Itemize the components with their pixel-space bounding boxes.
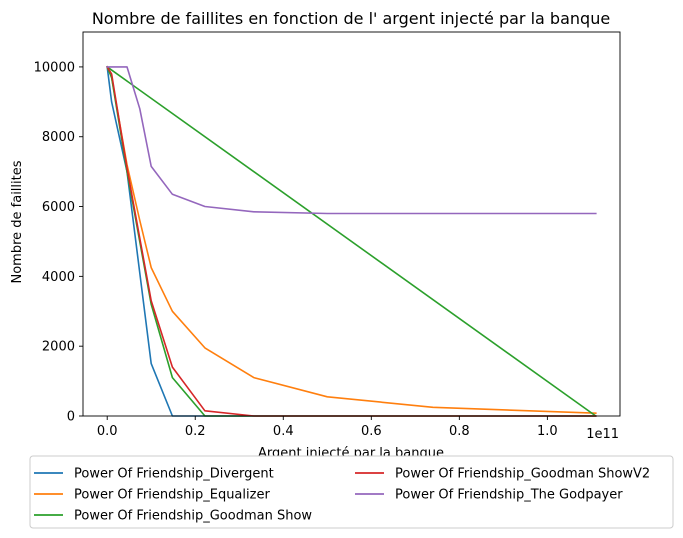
x-tick-label: 1.0 <box>537 424 558 439</box>
legend-box <box>29 455 674 529</box>
chart-title: Nombre de faillites en fonction de l' ar… <box>92 9 610 28</box>
y-tick-label: 2000 <box>42 340 75 355</box>
series-line-4 <box>106 65 597 417</box>
series-line-5 <box>106 66 597 215</box>
legend-label-3: Power Of Friendship_Goodman Show <box>74 509 312 524</box>
x-tick-label: 0.2 <box>185 424 206 439</box>
x-tick-label: 0.8 <box>449 424 470 439</box>
y-tick-label: 0 <box>67 410 75 425</box>
x-axis-offset-text: 1e11 <box>586 427 619 442</box>
y-tick-label: 4000 <box>42 270 75 285</box>
y-tick-label: 8000 <box>42 130 75 145</box>
x-tick-label: 0.6 <box>361 424 382 439</box>
y-tick-label: 10000 <box>34 60 75 75</box>
x-tick-label: 0.0 <box>97 424 118 439</box>
legend: Power Of Friendship_Divergent Power Of Fr… <box>29 455 674 529</box>
legend-label-5: Power Of Friendship_The Godpayer <box>395 488 623 503</box>
y-tick-label: 6000 <box>42 200 75 215</box>
series-line-3 <box>106 65 597 417</box>
legend-label-4: Power Of Friendship_Goodman ShowV2 <box>395 467 650 482</box>
y-axis-label: Nombre de faillites <box>10 160 25 283</box>
legend-label-1: Power Of Friendship_Divergent <box>74 467 274 482</box>
x-tick-label: 0.4 <box>273 424 294 439</box>
plot-area: 0.0 0.2 0.4 0.6 0.8 1.0 0 2000 4000 6000 8000 10000 <box>34 31 621 439</box>
legend-label-2: Power Of Friendship_Equalizer <box>74 488 270 503</box>
axes-frame <box>82 31 621 417</box>
